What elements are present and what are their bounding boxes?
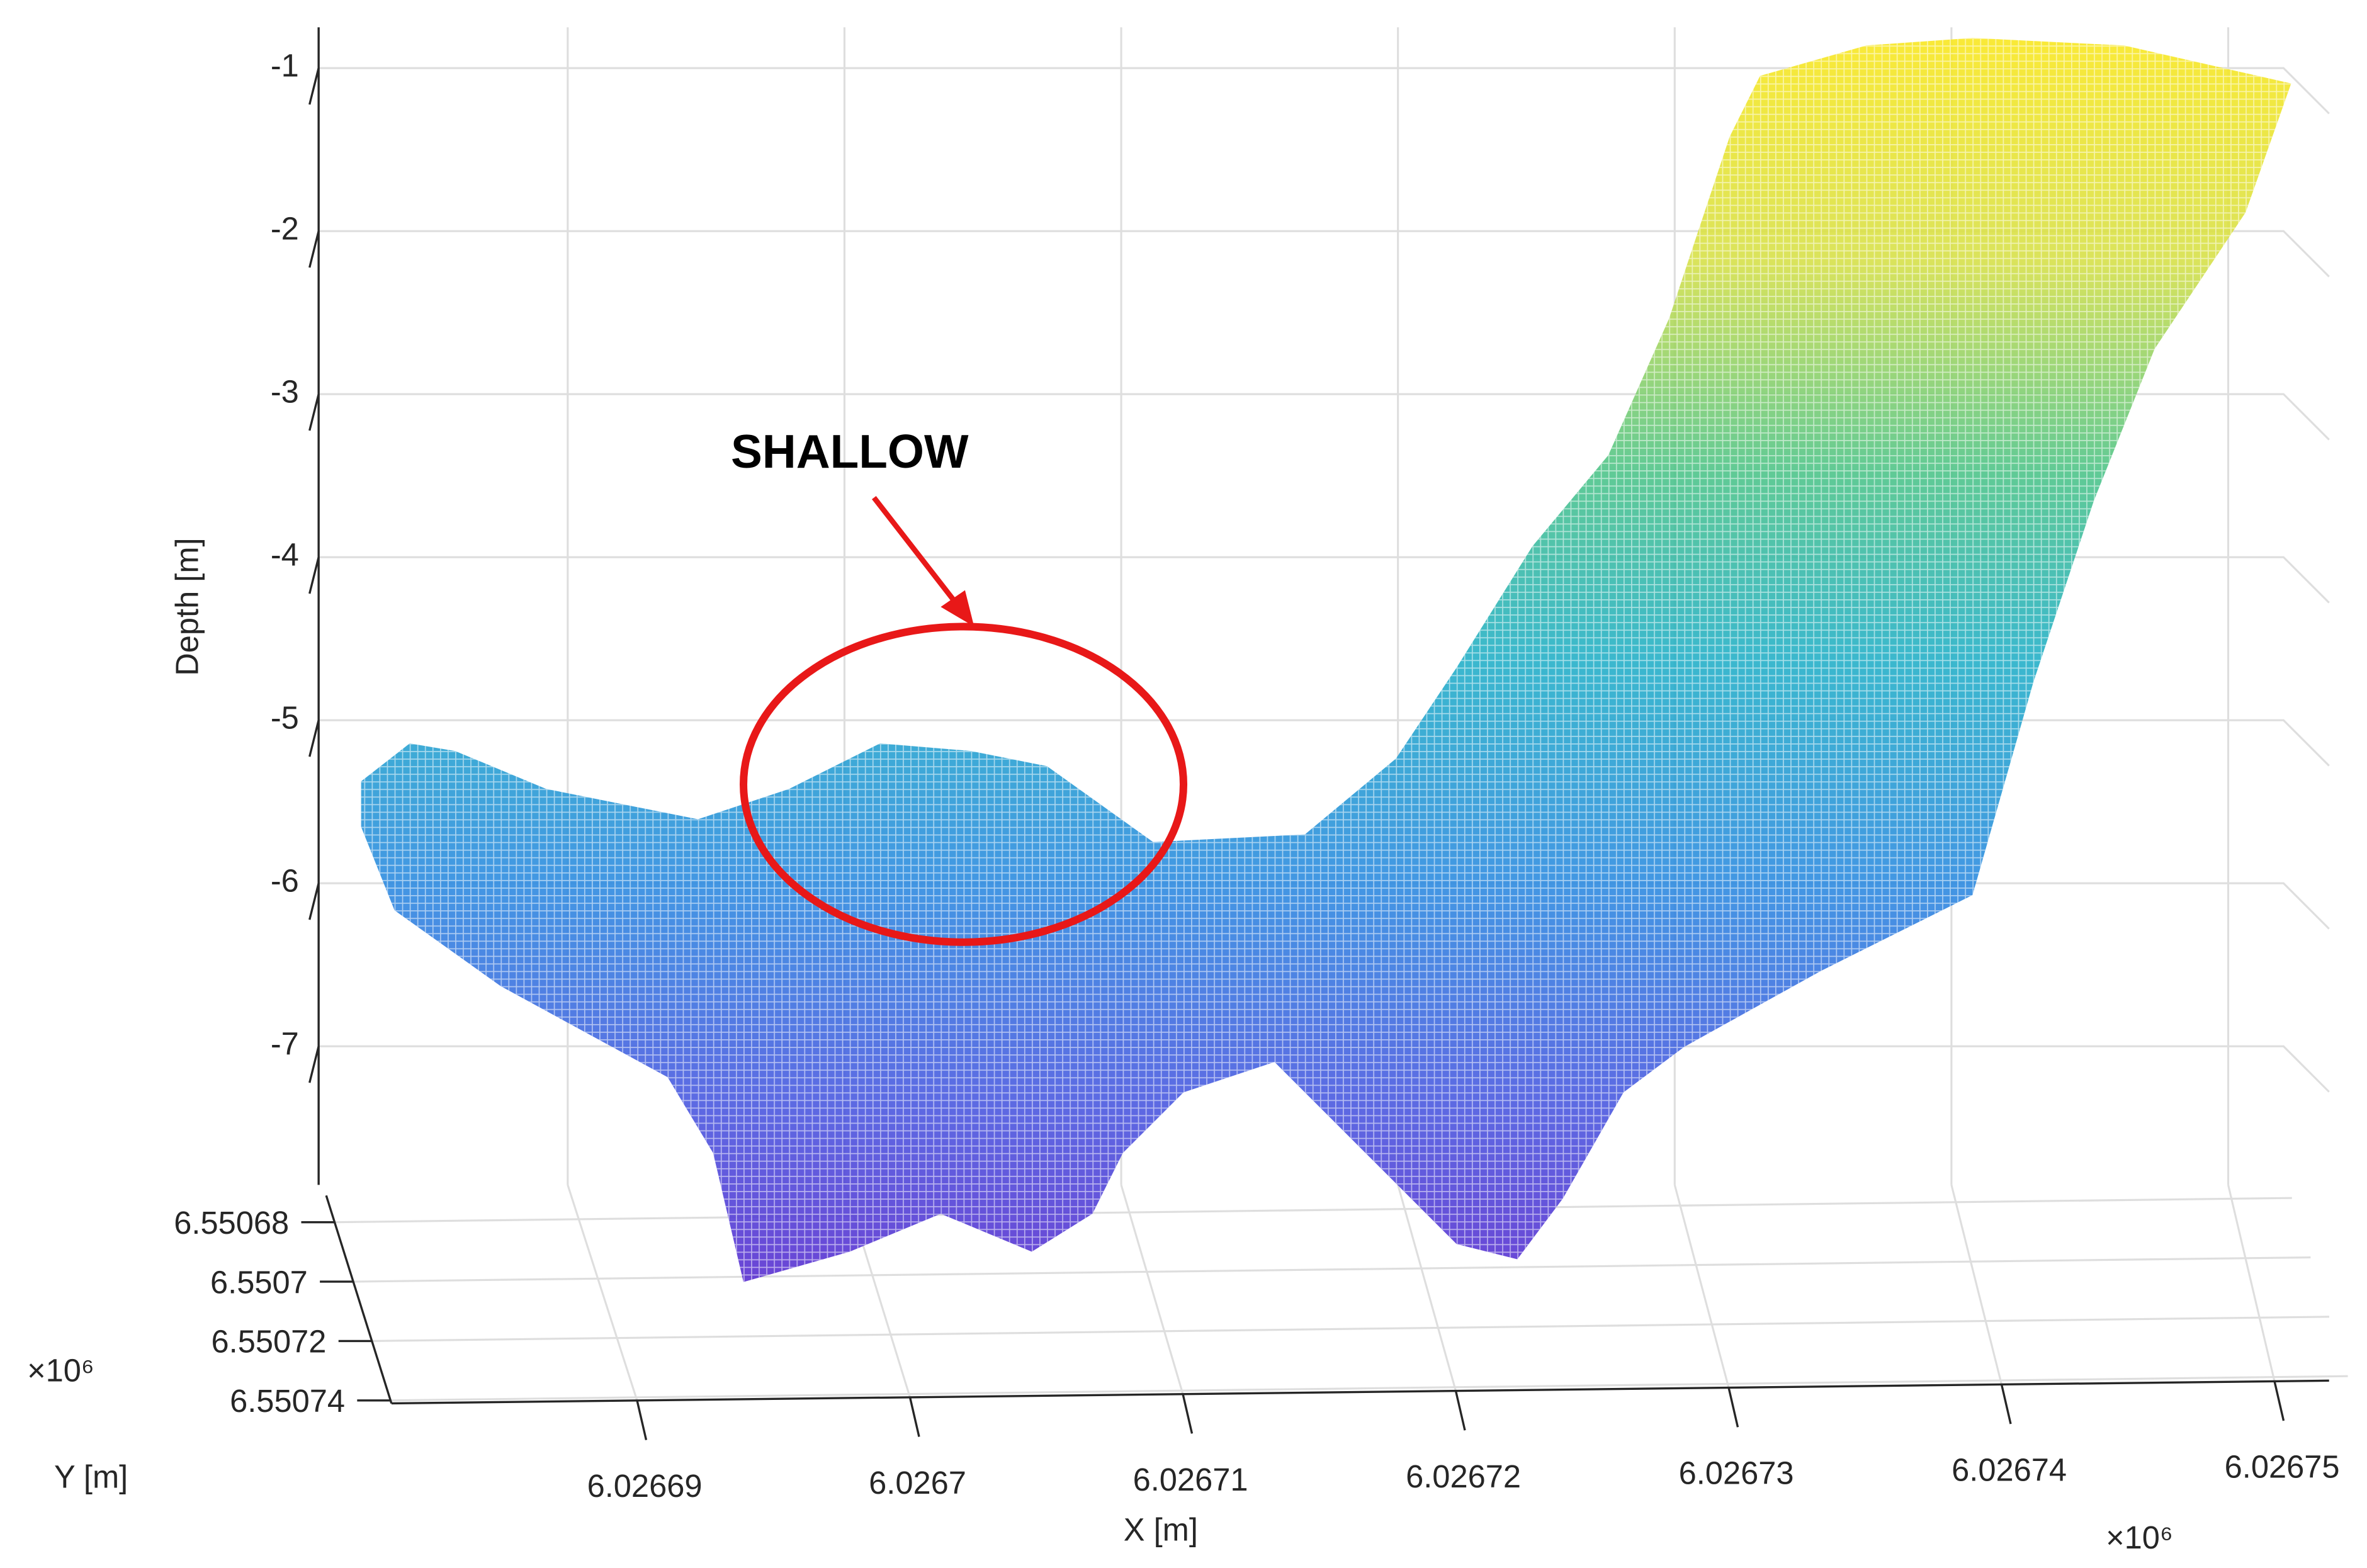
- surface-texture: [361, 38, 2291, 1282]
- z-tick: [308, 719, 320, 757]
- z-tick-label: -3: [271, 374, 299, 410]
- z-tick-label: -1: [271, 48, 299, 84]
- z-tick: [308, 883, 320, 920]
- x-tick-label: 6.02673: [1679, 1455, 1794, 1491]
- z-axis-label: Depth [m]: [169, 538, 205, 675]
- grid-line: [1120, 1184, 1184, 1395]
- z-tick-label: -4: [271, 537, 299, 573]
- x-tick-label: 6.02669: [587, 1468, 703, 1504]
- x-tick-label: 6.02675: [2225, 1449, 2340, 1485]
- z-tick: [308, 1046, 320, 1083]
- grid-line: [319, 719, 2330, 767]
- annotation-arrow: [871, 495, 961, 609]
- y-tick-label: 6.55068: [174, 1205, 289, 1241]
- x-tick: [1727, 1387, 1739, 1428]
- grid-line: [1397, 1184, 1457, 1392]
- z-tick-label: -2: [271, 211, 299, 247]
- x-tick-label: 6.02674: [1952, 1452, 2067, 1488]
- x-multiplier: ×10⁶: [2106, 1520, 2173, 1555]
- grid-line: [319, 230, 2330, 278]
- y-tick-label: 6.5507: [210, 1264, 308, 1300]
- y-tick-label: 6.55074: [230, 1383, 345, 1419]
- x-axis-line: [391, 1379, 2329, 1405]
- z-tick: [308, 67, 320, 105]
- x-tick: [2273, 1380, 2285, 1421]
- z-tick: [308, 556, 320, 594]
- x-tick: [1182, 1394, 1194, 1434]
- grid-line: [319, 67, 2330, 115]
- y-axis-line: [325, 1195, 393, 1404]
- x-tick: [1454, 1390, 1466, 1431]
- surface: [361, 38, 2291, 1282]
- grid-line: [390, 1375, 2348, 1402]
- y-tick-label: 6.55072: [211, 1324, 326, 1360]
- grid-line: [353, 1256, 2311, 1283]
- x-tick: [908, 1397, 920, 1437]
- grid-line: [1673, 1185, 1730, 1388]
- z-tick-label: -6: [271, 863, 299, 899]
- x-tick: [2000, 1384, 2012, 1424]
- annotation-ellipse: [739, 623, 1188, 946]
- annotation-text: SHALLOW: [731, 425, 969, 478]
- grid-line: [334, 1197, 2292, 1224]
- x-tick-label: 6.0267: [869, 1465, 966, 1501]
- grid-line: [567, 1184, 638, 1401]
- y-axis-label: Y [m]: [54, 1458, 128, 1494]
- z-tick-label: -7: [271, 1026, 299, 1062]
- grid-line: [319, 556, 2330, 604]
- annotation-group: SHALLOW: [731, 425, 1188, 946]
- x-axis-label: X [m]: [1124, 1512, 1198, 1548]
- x-tick-label: 6.02671: [1133, 1462, 1248, 1497]
- axes: [317, 27, 2329, 1405]
- grid-line: [371, 1316, 2330, 1342]
- grid-line: [1950, 1185, 2003, 1385]
- annotation-arrowhead: [941, 590, 974, 627]
- x-tick: [636, 1400, 648, 1440]
- grid-line: [319, 393, 2330, 441]
- z-tick-label: -5: [271, 700, 299, 736]
- z-tick: [308, 230, 320, 268]
- y-multiplier: ×10⁶: [27, 1353, 94, 1389]
- x-tick-label: 6.02672: [1406, 1458, 1521, 1494]
- grid-line: [2227, 1185, 2276, 1382]
- z-tick: [308, 393, 320, 431]
